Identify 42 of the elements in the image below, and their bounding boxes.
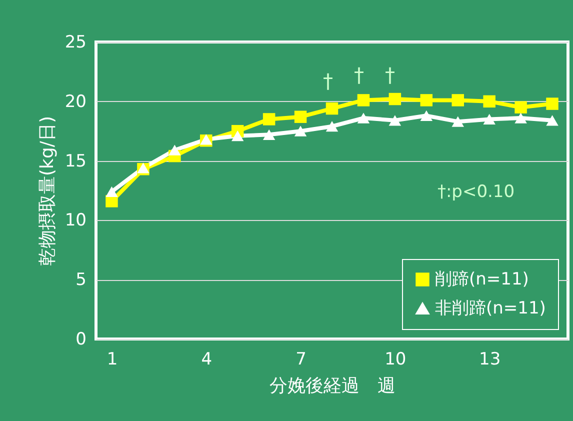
point — [514, 112, 527, 124]
point — [168, 144, 181, 156]
point — [452, 94, 464, 106]
point — [357, 112, 370, 124]
annotation: † — [323, 69, 333, 93]
point — [483, 95, 496, 108]
x-tick-label: 7 — [296, 350, 306, 370]
point — [483, 114, 496, 125]
legend-label: 削蹄(n=11) — [435, 270, 529, 290]
point — [546, 115, 558, 126]
annotation: † — [354, 63, 364, 87]
y-axis-title: 乾物摂取量(kg/日) — [36, 116, 58, 266]
point — [357, 94, 370, 106]
x-axis-title: 分娩後経過 週 — [270, 376, 396, 396]
point — [231, 130, 244, 142]
legend-label: 非削蹄(n=11) — [435, 298, 546, 318]
point — [262, 129, 276, 140]
y-tick-label: 5 — [76, 270, 86, 290]
x-tick-label: 4 — [201, 350, 212, 370]
point — [262, 113, 276, 126]
point — [388, 115, 402, 126]
y-tick-label: 10 — [64, 210, 86, 231]
point — [294, 110, 307, 123]
point — [420, 110, 433, 121]
point — [452, 116, 464, 127]
x-tick-label: 13 — [479, 350, 501, 370]
point — [388, 92, 402, 106]
y-tick-label: 25 — [64, 32, 86, 52]
y-tick-label: 0 — [76, 330, 86, 350]
point — [294, 126, 307, 136]
annotation: † — [385, 63, 395, 87]
y-tick-label: 15 — [64, 151, 86, 172]
point — [326, 102, 338, 115]
point — [514, 101, 527, 114]
x-tick-label: 10 — [384, 350, 406, 370]
point — [420, 94, 433, 106]
point — [546, 98, 558, 110]
point — [326, 121, 338, 132]
y-tick-label: 20 — [64, 92, 86, 112]
x-tick-label: 1 — [106, 350, 118, 370]
annotation: †:p<0.10 — [437, 182, 515, 202]
point — [106, 186, 118, 197]
